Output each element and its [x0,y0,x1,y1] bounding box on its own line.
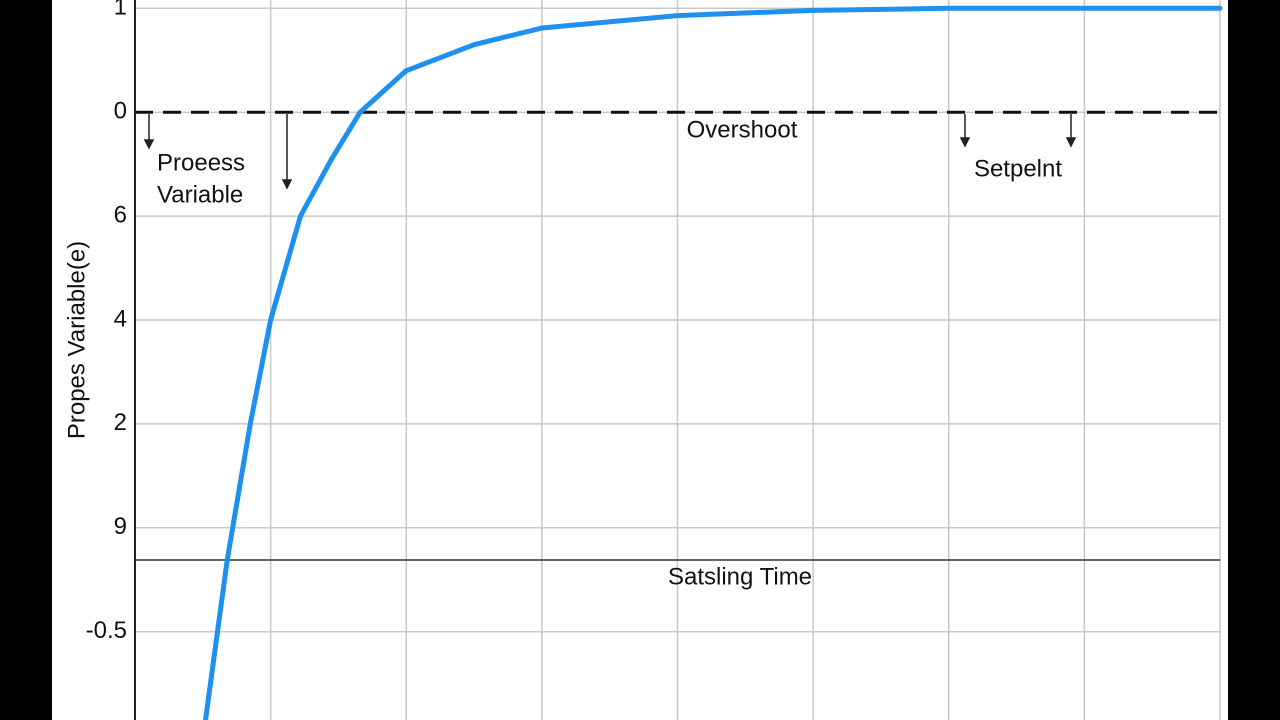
annotation: Satsling Time [668,563,812,590]
annotation: Proeess [157,149,245,176]
reference-lines [135,110,1220,561]
y-axis-label: Propes Variable(e) [63,241,90,439]
y-tick-label: 4 [114,305,127,332]
plot-background [52,0,1228,720]
y-tick-label: 1 [114,0,127,21]
y-tick-label: 9 [114,513,127,540]
y-tick-label: 2 [114,409,127,436]
y-tick-label: -0.5 [86,617,127,644]
line-series [203,5,1223,720]
annotation: Setpelnt [974,155,1062,182]
arrows [143,114,1077,190]
annotation: Overshoot [687,116,798,143]
y-tick-label: 0 [114,98,127,125]
y-tick-label: 6 [114,201,127,228]
annotation: Variable [157,181,243,208]
